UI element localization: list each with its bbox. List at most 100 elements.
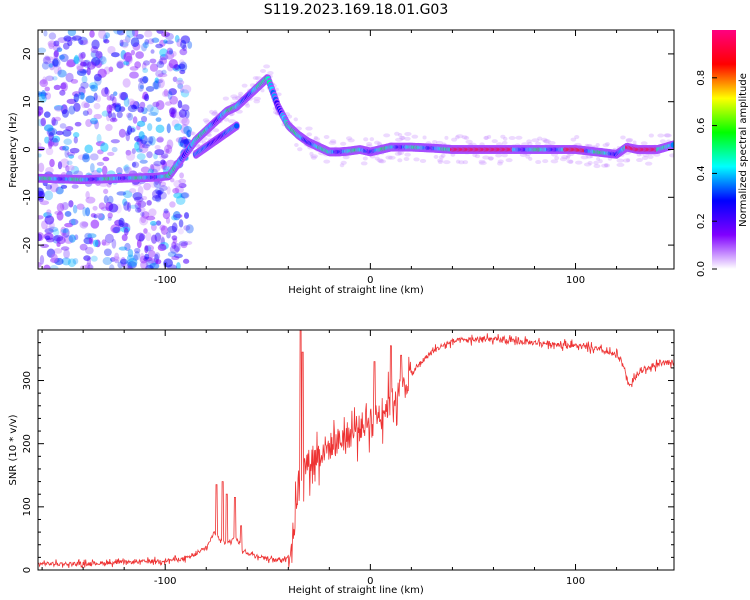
spectrogram-noise-cell bbox=[144, 140, 153, 147]
spectrogram-noise-cell bbox=[123, 201, 130, 211]
spectrogram-noise-cell bbox=[172, 76, 178, 83]
spectrogram-noise-cell bbox=[60, 81, 69, 92]
snr-y-tick-label: 100 bbox=[22, 497, 33, 516]
spectrogram-noise-cell bbox=[179, 88, 185, 93]
spectrogram-noise-cell bbox=[66, 59, 76, 68]
spectrogram-noise-cell bbox=[93, 102, 101, 110]
spectrogram-noise-cell bbox=[55, 186, 64, 195]
spectrogram-noise-cell bbox=[458, 160, 465, 165]
spectrogram-noise-cell bbox=[616, 162, 625, 167]
spectrogram-noise-cell bbox=[64, 222, 74, 228]
spectrogram-noise-cell bbox=[174, 34, 180, 43]
spectrogram-noise-cell bbox=[118, 106, 126, 112]
spectrogram-noise-cell bbox=[161, 90, 170, 98]
spectrogram-noise-cell bbox=[73, 136, 78, 144]
spectrogram-noise-cell bbox=[377, 159, 385, 164]
spectrogram-noise-cell bbox=[570, 137, 577, 142]
spectrogram-noise-cell bbox=[171, 222, 178, 233]
spectrogram-noise-cell bbox=[122, 198, 128, 206]
spectrogram-noise-cell bbox=[85, 95, 96, 104]
spectrogram-noise-cell bbox=[111, 52, 120, 58]
spectrogram-noise-cell bbox=[184, 212, 190, 219]
spectrogram-noise-cell bbox=[93, 113, 103, 120]
spectrogram-noise-cell bbox=[488, 156, 494, 161]
spectrogram-noise-cell bbox=[103, 188, 109, 195]
spectrogram-noise-cell bbox=[388, 155, 396, 160]
spectrogram-noise-cell bbox=[176, 79, 185, 85]
spectrogram-noise-cell bbox=[148, 208, 157, 217]
spectrogram-noise-cell bbox=[482, 155, 490, 160]
spectrogram-noise-cell bbox=[442, 160, 451, 165]
spectrogram-noise-cell bbox=[101, 239, 107, 246]
spectrogram-noise-cell bbox=[133, 250, 141, 261]
spectrogram-noise-cell bbox=[176, 262, 181, 269]
spectrogram-noise-cell bbox=[138, 77, 144, 83]
spectrogram-noise-cell bbox=[147, 123, 153, 131]
spectrogram-noise-cell bbox=[159, 185, 168, 192]
spectrogram-noise-cell bbox=[53, 104, 64, 111]
spectrogram-noise-cell bbox=[111, 238, 117, 249]
spectrogram-noise-cell bbox=[64, 211, 72, 217]
spectrogram-noise-cell bbox=[56, 236, 66, 245]
spectrogram-noise-cell bbox=[170, 108, 177, 119]
spectrogram-noise-cell bbox=[179, 69, 186, 75]
spectrogram-noise-cell bbox=[155, 220, 162, 226]
spectrogram-noise-cell bbox=[101, 241, 111, 246]
spectrogram-noise-cell bbox=[340, 141, 347, 146]
spectrogram-noise-cell bbox=[107, 212, 113, 219]
spectrogram-noise-cell bbox=[435, 140, 444, 145]
spectrogram-noise-cell bbox=[127, 112, 134, 121]
spectrogram-noise-cell bbox=[83, 102, 90, 109]
spectrogram-noise-cell bbox=[102, 257, 113, 266]
spectrogram-noise-cell bbox=[45, 167, 54, 174]
spectrogram-noise-cell bbox=[541, 137, 548, 142]
spectrogram-noise-cell bbox=[156, 60, 165, 69]
spectrogram-noise-cell bbox=[48, 226, 59, 232]
spectrogram-noise-cell bbox=[104, 233, 114, 244]
spectrogram-noise-cell bbox=[80, 51, 86, 59]
spectrogram-noise-cell bbox=[77, 154, 87, 161]
spectrogram-noise-cell bbox=[154, 149, 165, 156]
spectrogram-noise-cell bbox=[160, 237, 165, 247]
spectrogram-noise-cell bbox=[134, 141, 141, 151]
spectrogram-noise-cell bbox=[103, 195, 109, 204]
spectrogram-noise-cell bbox=[98, 182, 109, 187]
spectrogram-noise-cell bbox=[143, 182, 151, 191]
snr-series bbox=[38, 330, 674, 569]
spectrogram-noise-cell bbox=[179, 192, 189, 199]
snr-x-tick-label: 100 bbox=[566, 576, 585, 587]
spectrogram-noise-cell bbox=[267, 71, 274, 76]
spectrogram-noise-cell bbox=[383, 133, 391, 138]
spectrogram-noise-cell bbox=[135, 207, 142, 213]
spectrogram-noise-cell bbox=[113, 91, 118, 97]
spectrogram-noise-cell bbox=[404, 136, 411, 141]
colorbar-tick-label: 0.4 bbox=[696, 165, 707, 181]
spectrogram-noise-cell bbox=[156, 190, 163, 195]
spectrogram-noise-cell bbox=[101, 87, 110, 97]
spectrogram-noise-cell bbox=[64, 148, 70, 158]
spectrogram-noise-cell bbox=[141, 195, 148, 201]
spectrogram-noise-cell bbox=[108, 104, 116, 111]
spectrogram-noise-cell bbox=[501, 153, 508, 158]
spectrogram-noise-cell bbox=[41, 61, 50, 70]
spectrogram-noise-cell bbox=[171, 241, 177, 250]
spectrogram-noise-cell bbox=[120, 92, 129, 101]
spectrogram-noise-cell bbox=[310, 154, 318, 159]
spectrogram-noise-cell bbox=[160, 153, 169, 159]
spectrogram-noise-cell bbox=[167, 225, 177, 234]
spectrogram-noise-cell bbox=[43, 232, 54, 241]
spectrogram-noise-cell bbox=[593, 160, 599, 165]
spectrogram-noise-cell bbox=[55, 130, 64, 136]
spectrogram-noise-cell bbox=[88, 236, 94, 245]
spectrogram-noise-cell bbox=[130, 37, 140, 48]
spectrogram-noise-cell bbox=[43, 111, 51, 118]
spectrogram-noise-cell bbox=[67, 258, 77, 268]
spectrogram-noise-cell bbox=[253, 99, 261, 104]
spectrogram-noise-cell bbox=[42, 56, 51, 65]
spectrogram-noise-cell bbox=[127, 125, 133, 135]
spectrogram-noise-cell bbox=[157, 243, 167, 252]
spectrogram-noise-cell bbox=[147, 257, 155, 264]
spectrogram-noise-cell bbox=[79, 221, 89, 229]
spectrogram-noise-cell bbox=[134, 202, 142, 209]
